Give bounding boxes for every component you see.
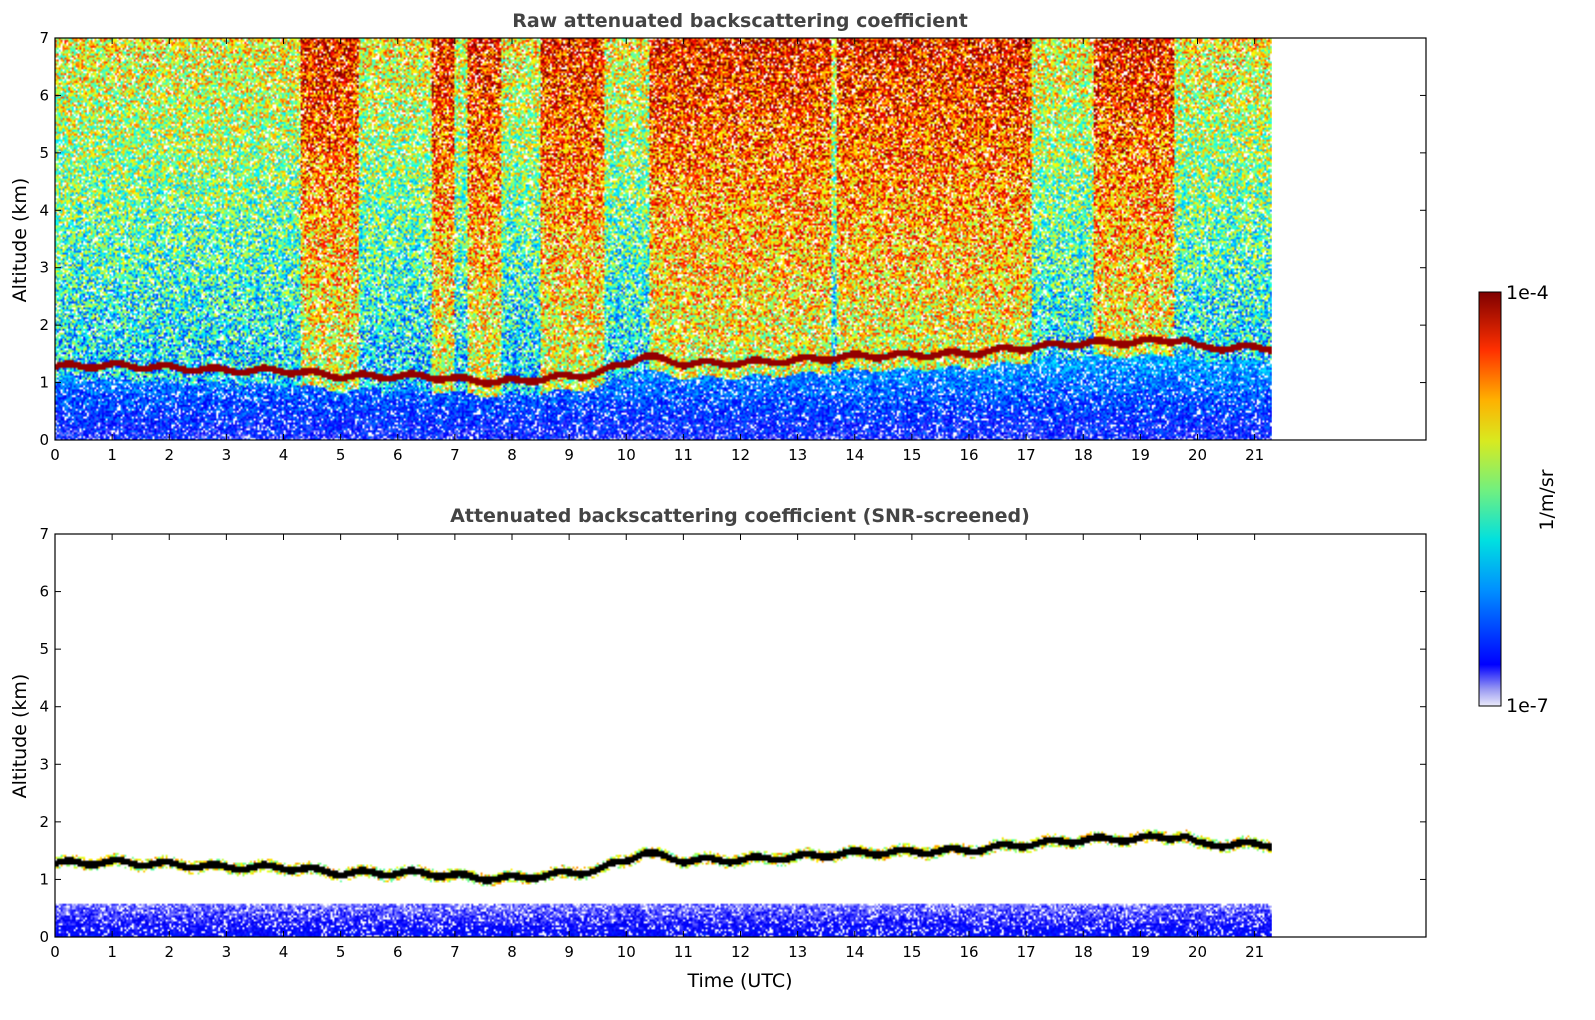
y-tick-label: 2 — [39, 813, 49, 831]
raw-backscatter-panel: Raw attenuated backscattering coefficien… — [9, 10, 1427, 464]
y-tick-label: 6 — [39, 86, 49, 104]
screened-backscatter-panel: Attenuated backscattering coefficient (S… — [9, 505, 1427, 992]
x-tick-label: 10 — [617, 943, 636, 961]
raw-panel-title: Raw attenuated backscattering coefficien… — [512, 10, 968, 32]
raw-y-axis-ticks: 0 1 2 3 4 5 6 7 — [39, 29, 1426, 449]
x-tick-label: 16 — [959, 446, 978, 464]
x-tick-label: 2 — [164, 446, 174, 464]
x-tick-label: 14 — [845, 446, 864, 464]
x-tick-label: 15 — [902, 943, 921, 961]
x-tick-label: 14 — [845, 943, 864, 961]
x-tick-label: 1 — [107, 943, 117, 961]
x-tick-label: 11 — [674, 446, 693, 464]
screened-panel-title: Attenuated backscattering coefficient (S… — [450, 505, 1030, 527]
x-tick-label: 19 — [1131, 446, 1150, 464]
colorbar: 1e-4 1e-7 1/m/sr — [1478, 282, 1558, 717]
x-tick-label: 13 — [788, 943, 807, 961]
x-tick-label: 20 — [1188, 446, 1207, 464]
screened-backscatter-heatmap — [55, 534, 1272, 937]
x-tick-label: 10 — [617, 446, 636, 464]
x-tick-label: 9 — [564, 943, 574, 961]
x-tick-label: 8 — [507, 446, 517, 464]
x-tick-label: 17 — [1017, 943, 1036, 961]
y-tick-label: 1 — [39, 374, 49, 392]
x-tick-label: 15 — [902, 446, 921, 464]
x-tick-label: 13 — [788, 446, 807, 464]
x-tick-label: 11 — [674, 943, 693, 961]
x-tick-label: 4 — [279, 446, 289, 464]
colorbar-min-label: 1e-7 — [1506, 695, 1549, 717]
x-tick-label: 7 — [450, 943, 460, 961]
x-tick-label: 6 — [393, 446, 403, 464]
x-tick-label: 18 — [1074, 943, 1093, 961]
x-tick-label: 17 — [1017, 446, 1036, 464]
x-tick-label: 3 — [222, 943, 232, 961]
screened-y-axis-ticks: 0 1 2 3 4 5 6 7 — [39, 525, 1426, 946]
raw-backscatter-heatmap — [55, 38, 1272, 440]
x-tick-label: 18 — [1074, 446, 1093, 464]
colorbar-gradient — [1478, 291, 1502, 707]
x-tick-label: 8 — [507, 943, 517, 961]
y-tick-label: 5 — [39, 144, 49, 162]
x-tick-label: 12 — [731, 943, 750, 961]
x-tick-label: 2 — [164, 943, 174, 961]
x-tick-label: 12 — [731, 446, 750, 464]
x-axis-label: Time (UTC) — [686, 970, 792, 992]
x-tick-label: 4 — [279, 943, 289, 961]
y-tick-label: 5 — [39, 640, 49, 658]
x-tick-label: 5 — [336, 943, 346, 961]
y-tick-label: 6 — [39, 583, 49, 601]
y-tick-label: 7 — [39, 525, 49, 543]
raw-x-axis-ticks: 0 1 2 3 4 5 6 7 8 9 10 11 12 13 14 15 16 17 18 19 20 21 — [50, 38, 1264, 464]
x-tick-label: 1 — [107, 446, 117, 464]
x-tick-label: 5 — [336, 446, 346, 464]
y-tick-label: 0 — [39, 928, 49, 946]
y-tick-label: 4 — [39, 201, 49, 219]
y-tick-label: 1 — [39, 870, 49, 888]
y-tick-label: 0 — [39, 431, 49, 449]
y-tick-label: 7 — [39, 29, 49, 47]
y-tick-label: 2 — [39, 316, 49, 334]
screened-x-axis-ticks: 0 1 2 3 4 5 6 7 8 9 10 11 12 13 14 15 16 17 18 19 20 21 — [50, 534, 1264, 961]
x-tick-label: 3 — [222, 446, 232, 464]
x-tick-label: 9 — [564, 446, 574, 464]
y-tick-label: 3 — [39, 755, 49, 773]
colorbar-unit-label: 1/m/sr — [1536, 469, 1558, 530]
x-tick-label: 7 — [450, 446, 460, 464]
x-tick-label: 16 — [959, 943, 978, 961]
x-tick-label: 0 — [50, 943, 60, 961]
x-tick-label: 21 — [1245, 446, 1264, 464]
x-tick-label: 0 — [50, 446, 60, 464]
raw-y-axis-label: Altitude (km) — [9, 178, 31, 303]
y-tick-label: 3 — [39, 259, 49, 277]
x-tick-label: 20 — [1188, 943, 1207, 961]
y-tick-label: 4 — [39, 698, 49, 716]
colorbar-max-label: 1e-4 — [1506, 282, 1549, 304]
x-tick-label: 19 — [1131, 943, 1150, 961]
x-tick-label: 6 — [393, 943, 403, 961]
screened-y-axis-label: Altitude (km) — [9, 674, 31, 799]
x-tick-label: 21 — [1245, 943, 1264, 961]
